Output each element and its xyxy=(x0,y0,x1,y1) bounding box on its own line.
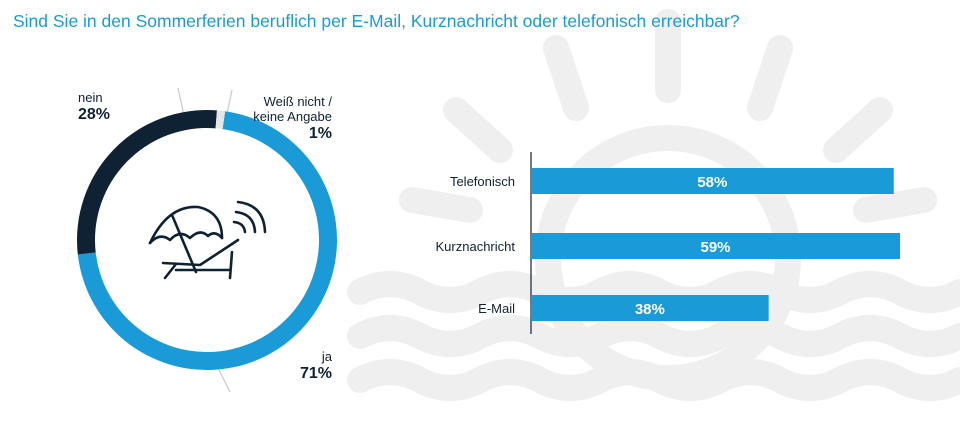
slice-value-weiss-nicht: 1% xyxy=(308,125,332,142)
donut-chart xyxy=(77,87,337,393)
slice-label-nein: nein 28% xyxy=(78,90,110,124)
slice-value-nein: 28% xyxy=(78,106,111,123)
donut-slice-nein xyxy=(77,110,217,255)
chart-title: Sind Sie in den Sommerferien beruflich p… xyxy=(13,11,740,31)
slice-label-weiss-nicht: Weiß nicht / keine Angabe 1% xyxy=(232,94,332,143)
slice-label-weiss-nicht-line1: Weiß nicht / xyxy=(263,94,332,109)
bar-e-mail xyxy=(531,295,769,321)
slice-value-ja: 71% xyxy=(299,365,332,382)
bar-telefonisch xyxy=(531,168,894,194)
bar-value-label: 38% xyxy=(635,301,665,318)
category-label: Telefonisch xyxy=(450,174,515,189)
slice-label-weiss-nicht-line2: keine Angabe xyxy=(253,109,332,124)
bar-kurznachricht xyxy=(531,233,900,259)
slice-label-ja: ja 71% xyxy=(272,349,332,383)
beach-chair-umbrella-wifi-icon xyxy=(148,200,267,280)
bar-value-label: 58% xyxy=(697,174,727,191)
bar-value-label: 59% xyxy=(700,239,730,256)
category-label: Kurznachricht xyxy=(436,239,516,254)
slice-label-ja-text: ja xyxy=(321,349,332,364)
donut-slice-weiss-nicht xyxy=(215,110,226,130)
category-label: E-Mail xyxy=(478,301,515,316)
slice-label-nein-text: nein xyxy=(78,90,103,105)
